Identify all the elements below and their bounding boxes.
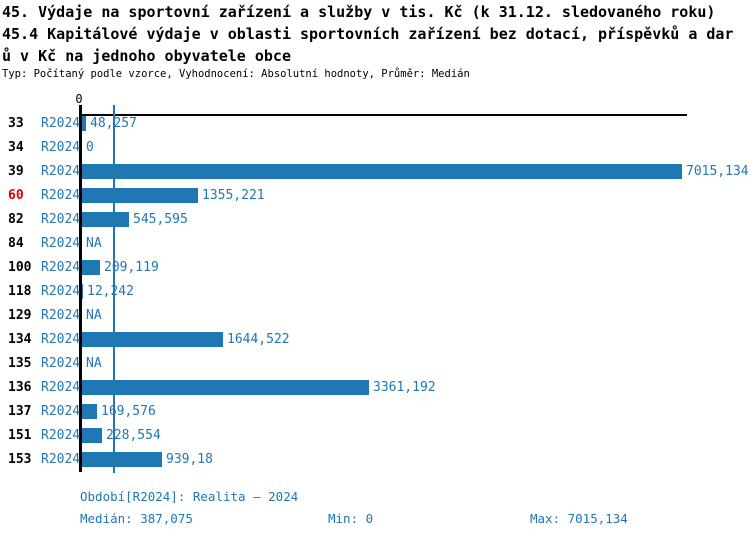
row-value-label: NA bbox=[86, 236, 102, 251]
footer-median-stat: Medián: 387,075 bbox=[80, 511, 193, 526]
x-axis-line bbox=[79, 114, 687, 116]
bar-row-129: 129 R2024 NA bbox=[0, 304, 750, 328]
row-series-label: R2024 bbox=[41, 116, 81, 131]
row-value-label: 48,257 bbox=[90, 116, 137, 131]
bar-row-100: 100 R2024 209,119 bbox=[0, 256, 750, 280]
row-category-label: 84 bbox=[8, 236, 24, 251]
chart-title-line-3: ů v Kč na jednoho obyvatele obce bbox=[2, 47, 291, 65]
bar-row-136: 136 R2024 3361,192 bbox=[0, 376, 750, 400]
row-value-label: 12,242 bbox=[87, 284, 134, 299]
footer-period-label: Období[R2024]: Realita – 2024 bbox=[80, 489, 299, 504]
median-reference-line bbox=[113, 105, 115, 473]
bar-row-118: 118 R2024 12,242 bbox=[0, 280, 750, 304]
row-value-label: 545,595 bbox=[133, 212, 188, 227]
row-series-label: R2024 bbox=[41, 284, 81, 299]
row-value-label: 1355,221 bbox=[202, 188, 265, 203]
value-bar bbox=[82, 380, 369, 395]
value-bar bbox=[82, 188, 198, 203]
chart-title-line-2: 45.4 Kapitálové výdaje v oblasti sportov… bbox=[2, 25, 734, 43]
value-bar bbox=[82, 452, 162, 467]
row-series-label: R2024 bbox=[41, 356, 81, 371]
y-axis-line bbox=[79, 105, 82, 472]
value-bar bbox=[82, 404, 97, 419]
bar-row-34: 34 R2024 0 bbox=[0, 136, 750, 160]
row-category-label: 39 bbox=[8, 164, 24, 179]
row-category-label: 134 bbox=[8, 332, 32, 347]
bar-row-33: 33 R2024 48,257 bbox=[0, 112, 750, 136]
footer-max-stat: Max: 7015,134 bbox=[530, 511, 628, 526]
value-bar bbox=[82, 260, 100, 275]
chart-title-line-1: 45. Výdaje na sportovní zařízení a služb… bbox=[2, 3, 716, 21]
value-bar bbox=[82, 428, 102, 443]
bar-row-135: 135 R2024 NA bbox=[0, 352, 750, 376]
row-value-label: 939,18 bbox=[166, 452, 213, 467]
row-category-label: 135 bbox=[8, 356, 32, 371]
value-bar bbox=[82, 164, 682, 179]
x-axis-zero-label: 0 bbox=[75, 92, 83, 106]
bar-row-39: 39 R2024 7015,134 bbox=[0, 160, 750, 184]
row-category-label: 34 bbox=[8, 140, 24, 155]
row-category-label: 137 bbox=[8, 404, 32, 419]
chart-subtitle: Typ: Počítaný podle vzorce, Vyhodnocení:… bbox=[2, 68, 470, 80]
row-category-label: 33 bbox=[8, 116, 24, 131]
row-category-label: 136 bbox=[8, 380, 32, 395]
value-bar bbox=[82, 116, 86, 131]
row-series-label: R2024 bbox=[41, 188, 81, 203]
row-series-label: R2024 bbox=[41, 140, 81, 155]
bar-row-60: 60 R2024 1355,221 bbox=[0, 184, 750, 208]
row-series-label: R2024 bbox=[41, 332, 81, 347]
row-value-label: NA bbox=[86, 308, 102, 323]
row-category-label: 82 bbox=[8, 212, 24, 227]
row-series-label: R2024 bbox=[41, 404, 81, 419]
value-bar bbox=[82, 332, 223, 347]
bar-row-84: 84 R2024 NA bbox=[0, 232, 750, 256]
row-value-label: 228,554 bbox=[106, 428, 161, 443]
row-category-label: 118 bbox=[8, 284, 32, 299]
row-series-label: R2024 bbox=[41, 212, 81, 227]
row-category-label: 151 bbox=[8, 428, 32, 443]
row-value-label: 209,119 bbox=[104, 260, 159, 275]
row-value-label: 3361,192 bbox=[373, 380, 436, 395]
row-category-label: 153 bbox=[8, 452, 32, 467]
row-series-label: R2024 bbox=[41, 452, 81, 467]
value-bar bbox=[82, 212, 129, 227]
row-series-label: R2024 bbox=[41, 428, 81, 443]
bar-row-82: 82 R2024 545,595 bbox=[0, 208, 750, 232]
row-value-label: 7015,134 bbox=[686, 164, 749, 179]
row-series-label: R2024 bbox=[41, 308, 81, 323]
bar-row-151: 151 R2024 228,554 bbox=[0, 424, 750, 448]
value-bar bbox=[82, 284, 83, 299]
row-value-label: 1644,522 bbox=[227, 332, 290, 347]
row-category-label: 60 bbox=[8, 188, 24, 203]
row-category-label: 129 bbox=[8, 308, 32, 323]
row-series-label: R2024 bbox=[41, 236, 81, 251]
row-value-label: 169,576 bbox=[101, 404, 156, 419]
row-series-label: R2024 bbox=[41, 164, 81, 179]
row-series-label: R2024 bbox=[41, 380, 81, 395]
bar-row-153: 153 R2024 939,18 bbox=[0, 448, 750, 472]
bar-row-137: 137 R2024 169,576 bbox=[0, 400, 750, 424]
row-value-label: NA bbox=[86, 356, 102, 371]
bar-row-134: 134 R2024 1644,522 bbox=[0, 328, 750, 352]
row-value-label: 0 bbox=[86, 140, 94, 155]
row-series-label: R2024 bbox=[41, 260, 81, 275]
row-category-label: 100 bbox=[8, 260, 32, 275]
footer-min-stat: Min: 0 bbox=[328, 511, 374, 526]
